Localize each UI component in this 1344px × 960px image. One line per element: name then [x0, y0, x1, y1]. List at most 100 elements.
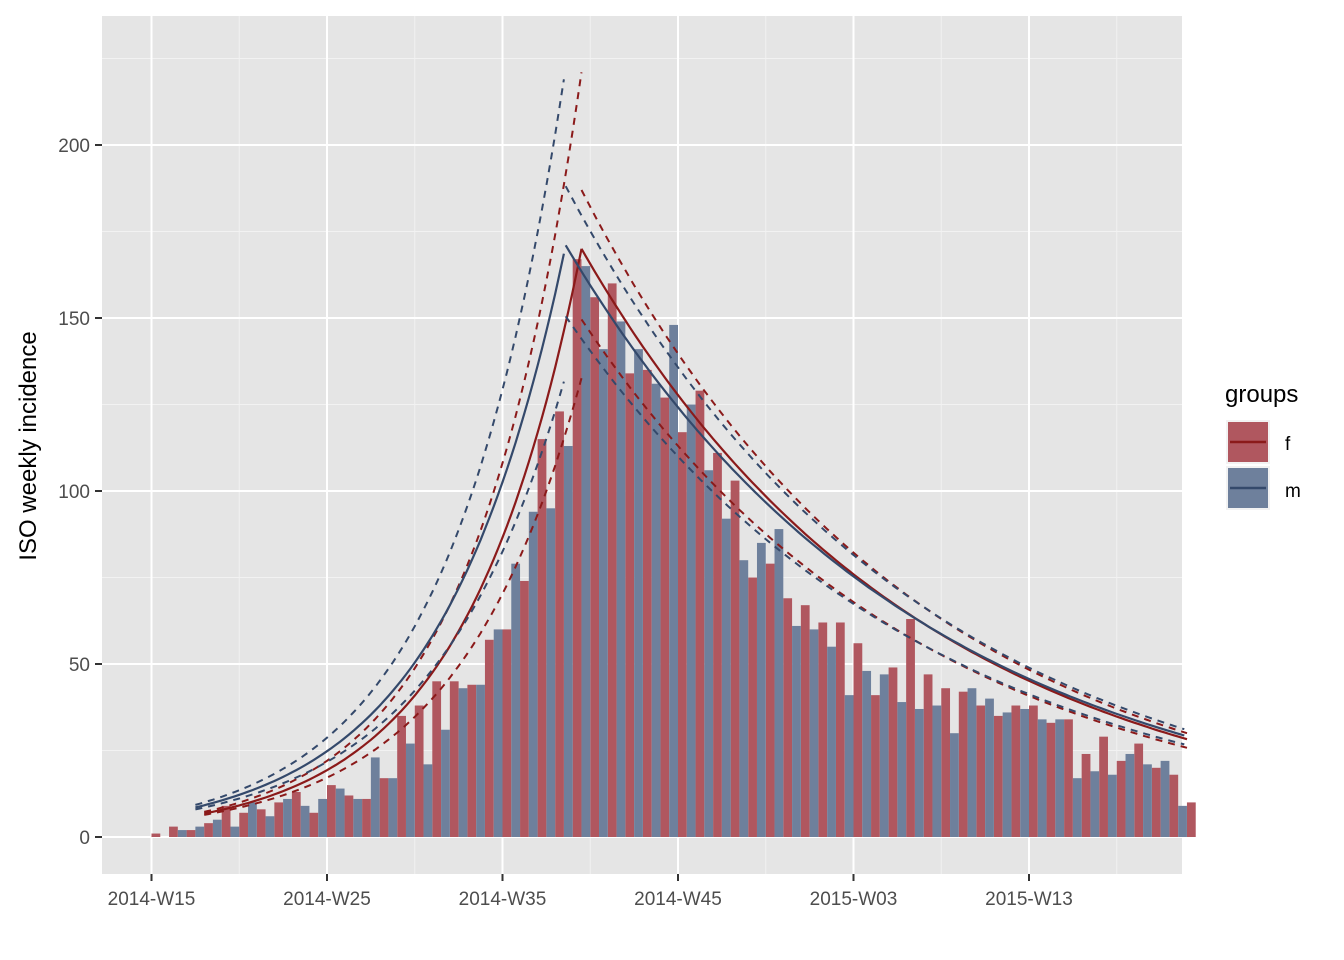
- bar-f: [397, 715, 406, 837]
- bar-m: [370, 757, 380, 837]
- bar-m: [756, 542, 766, 837]
- bar-m: [809, 629, 819, 837]
- bar-m: [318, 798, 327, 837]
- bar-m: [1072, 778, 1082, 837]
- bar-m: [669, 324, 678, 837]
- bar-f: [958, 691, 968, 837]
- bar-f: [432, 681, 442, 837]
- bar-f: [765, 563, 775, 837]
- bar-f: [151, 833, 161, 837]
- bar-f: [923, 674, 933, 837]
- bar-f: [572, 259, 582, 837]
- bar-f: [1099, 736, 1108, 837]
- bar-f: [502, 629, 512, 837]
- fit-lines: [195, 72, 1188, 816]
- bar-m: [879, 674, 889, 837]
- bar-m: [405, 743, 415, 837]
- x-tick-label: 2015-W13: [985, 889, 1073, 910]
- bar-m: [195, 826, 205, 837]
- bar-f: [835, 622, 845, 837]
- fit-decay-lower-m: [564, 315, 1185, 746]
- bar-f: [186, 830, 196, 837]
- x-tick-label: 2014-W35: [459, 889, 547, 910]
- bar-f: [1116, 760, 1126, 837]
- bar-m: [248, 802, 257, 837]
- bar-f: [344, 795, 354, 837]
- bar-m: [651, 383, 661, 837]
- bar-m: [774, 529, 784, 837]
- bar-f: [941, 688, 951, 837]
- bar-m: [862, 670, 872, 837]
- bar-f: [484, 639, 494, 837]
- bar-f: [853, 643, 863, 837]
- x-tick-label: 2014-W15: [108, 889, 196, 910]
- fit-growth-m: [195, 253, 565, 809]
- bar-m: [546, 508, 556, 837]
- bar-f: [642, 369, 652, 837]
- bar-f: [607, 283, 617, 837]
- bars: [151, 259, 1196, 838]
- bar-m: [1107, 774, 1117, 837]
- bar-f: [291, 792, 301, 837]
- bar-m: [827, 646, 836, 837]
- bar-m: [1037, 719, 1047, 837]
- bar-m: [388, 778, 398, 837]
- bar-m: [599, 349, 608, 837]
- bar-m: [1125, 753, 1135, 837]
- bar-f: [1081, 753, 1091, 837]
- bar-m: [686, 404, 696, 837]
- bar-m: [897, 702, 907, 837]
- bar-m: [581, 266, 591, 838]
- bar-f: [309, 812, 319, 837]
- bar-f: [204, 823, 213, 837]
- bar-f: [1046, 722, 1056, 837]
- legend-item-f: f: [1226, 420, 1291, 464]
- bar-m: [476, 684, 485, 837]
- bar-f: [256, 809, 266, 837]
- bar-m: [283, 798, 292, 837]
- bar-f: [660, 397, 670, 837]
- fit-growth-f: [203, 248, 583, 815]
- bar-m: [528, 511, 538, 837]
- bar-f: [818, 622, 828, 837]
- bar-m: [914, 708, 924, 837]
- bar-m: [441, 729, 450, 837]
- bar-m: [335, 788, 345, 837]
- bar-m: [616, 321, 626, 838]
- x-axis: 2014-W15 2014-W25 2014-W35 2014-W45 2015-W03…: [108, 874, 1073, 910]
- y-tick-label: 0: [79, 828, 90, 849]
- bar-f: [695, 390, 705, 837]
- bar-f: [362, 798, 371, 837]
- y-tick-label: 200: [58, 136, 90, 157]
- legend: groups f m: [1225, 381, 1301, 510]
- bar-f: [1029, 705, 1038, 837]
- bar-m: [1002, 712, 1012, 837]
- bar-m: [230, 826, 240, 837]
- bar-m: [1178, 805, 1187, 837]
- bar-m: [1143, 764, 1152, 837]
- legend-item-m: m: [1226, 466, 1301, 510]
- bar-m: [493, 629, 503, 837]
- bar-f: [800, 605, 810, 837]
- bar-f: [783, 598, 793, 837]
- bar-f: [414, 705, 424, 837]
- bar-m: [212, 819, 222, 837]
- y-axis: 0 50 100 150 200: [58, 136, 102, 849]
- bar-f: [678, 432, 687, 837]
- bar-m: [985, 698, 994, 837]
- bar-f: [274, 802, 284, 837]
- bar-f: [976, 705, 986, 837]
- bar-m: [721, 518, 731, 837]
- fit-decay-m: [564, 244, 1185, 737]
- bar-f: [906, 619, 915, 837]
- bar-m: [704, 470, 714, 837]
- x-tick-label: 2015-W03: [810, 889, 898, 910]
- bar-m: [950, 733, 959, 837]
- bar-m: [1055, 719, 1065, 837]
- y-axis-title: ISO weekly incidence: [15, 331, 42, 560]
- bar-f: [1151, 767, 1161, 837]
- bar-m: [177, 830, 187, 837]
- fit-growth-lower-m: [195, 381, 565, 811]
- bar-f: [537, 439, 547, 837]
- bar-m: [932, 705, 942, 837]
